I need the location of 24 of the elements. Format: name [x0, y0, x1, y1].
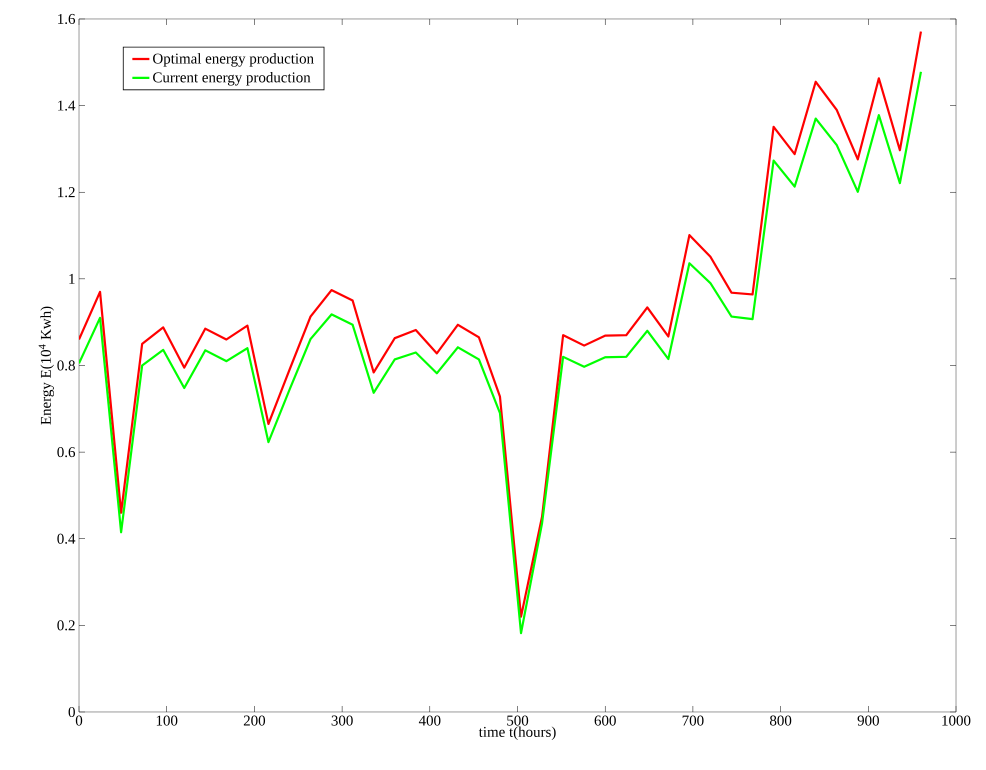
y-tick-label: 0	[68, 706, 75, 718]
x-tick-label: 500	[507, 716, 528, 726]
legend-label: Current energy production	[153, 72, 310, 86]
y-tick-label: 1.2	[58, 187, 75, 198]
y-tick-label: 0.8	[57, 360, 75, 371]
y-tick-label: 1.6	[58, 14, 76, 24]
x-tick-label: 600	[594, 716, 616, 726]
x-tick-label: 1000	[942, 716, 970, 726]
y-axis-title: Energy E(10$^{4}$ Kwh)	[38, 306, 54, 425]
x-tick-label: 100	[156, 716, 178, 726]
legend-label: Optimal energy production	[153, 53, 314, 67]
x-tick-label: 800	[770, 716, 792, 726]
y-tick-label: 1.4	[58, 100, 76, 111]
y-tick-label: 0.2	[57, 620, 75, 630]
x-tick-label: 0	[76, 716, 82, 726]
x-tick-label: 200	[244, 716, 266, 726]
x-tick-label: 300	[332, 716, 353, 726]
y-tick-label: 0.4	[57, 534, 76, 544]
y-tick-label: 0.6	[57, 447, 76, 458]
x-tick-label: 900	[858, 716, 879, 726]
y-tick-label: 1	[69, 274, 75, 284]
x-tick-label: 400	[418, 716, 440, 726]
x-axis-title: time t(hours)	[478, 726, 556, 740]
x-tick-label: 700	[682, 716, 704, 726]
